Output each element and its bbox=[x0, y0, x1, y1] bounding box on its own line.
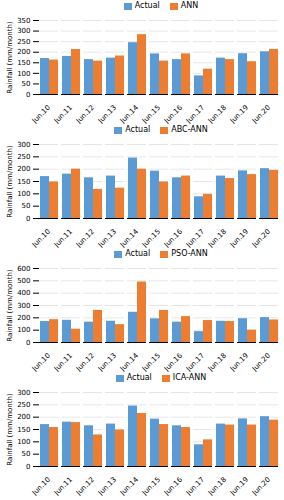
html-text:ANN: ANN bbox=[180, 1, 199, 10]
svg-text:300: 300 bbox=[17, 27, 30, 35]
svg-text:100: 100 bbox=[17, 438, 30, 446]
svg-text:Jun.12: Jun.12 bbox=[74, 476, 96, 496]
svg-text:Jun.18: Jun.18 bbox=[206, 476, 228, 496]
svg-text:200: 200 bbox=[17, 413, 30, 421]
svg-text:100: 100 bbox=[17, 190, 30, 198]
svg-text:Jun.10: Jun.10 bbox=[30, 228, 52, 248]
svg-text:Jun.14: Jun.14 bbox=[118, 351, 140, 372]
svg-text:Jun.15: Jun.15 bbox=[140, 228, 162, 248]
svg-text:Jun.20: Jun.20 bbox=[250, 104, 272, 124]
svg-text:Jun.20: Jun.20 bbox=[250, 476, 272, 496]
svg-text:300: 300 bbox=[17, 389, 30, 397]
svg-text:Rainfall (mm/month): Rainfall (mm/month) bbox=[6, 145, 14, 218]
svg-text:Jun.14: Jun.14 bbox=[118, 227, 140, 248]
svg-text:300: 300 bbox=[17, 302, 30, 310]
svg-text:Jun.17: Jun.17 bbox=[184, 228, 206, 248]
svg-text:Jun.13: Jun.13 bbox=[96, 228, 118, 248]
svg-text:Jun.14: Jun.14 bbox=[118, 475, 140, 496]
svg-text:Jun.10: Jun.10 bbox=[30, 476, 52, 496]
svg-text:Jun.15: Jun.15 bbox=[140, 476, 162, 496]
svg-text:Jun.12: Jun.12 bbox=[74, 352, 96, 372]
svg-text:Jun.14: Jun.14 bbox=[118, 103, 140, 124]
svg-text:Jun.11: Jun.11 bbox=[52, 476, 74, 496]
svg-text:400: 400 bbox=[17, 289, 30, 297]
svg-text:Jun.11: Jun.11 bbox=[52, 352, 74, 372]
svg-text:Jun.20: Jun.20 bbox=[250, 228, 272, 248]
svg-text:Jun.18: Jun.18 bbox=[206, 104, 228, 124]
svg-text:0: 0 bbox=[26, 215, 30, 223]
svg-text:Jun.19: Jun.19 bbox=[228, 104, 250, 124]
svg-text:600: 600 bbox=[17, 265, 30, 273]
svg-text:0: 0 bbox=[26, 463, 30, 471]
html-text:Actual: Actual bbox=[125, 125, 151, 134]
svg-text:0: 0 bbox=[26, 91, 30, 99]
svg-text:500: 500 bbox=[17, 277, 30, 285]
svg-text:Jun.13: Jun.13 bbox=[96, 104, 118, 124]
svg-text:Jun.19: Jun.19 bbox=[228, 228, 250, 248]
svg-text:Jun.17: Jun.17 bbox=[184, 104, 206, 124]
html-text:Actual: Actual bbox=[134, 1, 160, 10]
html-text:Actual: Actual bbox=[126, 373, 152, 382]
svg-text:50: 50 bbox=[22, 80, 31, 88]
svg-text:350: 350 bbox=[17, 17, 30, 25]
svg-text:200: 200 bbox=[17, 48, 30, 56]
html-text:Actual: Actual bbox=[125, 249, 151, 258]
svg-text:Jun.10: Jun.10 bbox=[30, 352, 52, 372]
svg-text:0: 0 bbox=[26, 339, 30, 347]
svg-text:Jun.15: Jun.15 bbox=[140, 352, 162, 372]
svg-text:Jun.17: Jun.17 bbox=[184, 352, 206, 372]
svg-text:Jun.12: Jun.12 bbox=[74, 104, 96, 124]
svg-text:Jun.10: Jun.10 bbox=[30, 104, 52, 124]
svg-text:Jun.11: Jun.11 bbox=[52, 228, 74, 248]
svg-text:250: 250 bbox=[17, 401, 30, 409]
svg-text:100: 100 bbox=[17, 326, 30, 334]
svg-text:Jun.16: Jun.16 bbox=[162, 351, 184, 372]
svg-text:Rainfall (mm/month): Rainfall (mm/month) bbox=[6, 269, 14, 342]
svg-text:Jun.15: Jun.15 bbox=[140, 104, 162, 124]
svg-text:Rainfall (mm/month): Rainfall (mm/month) bbox=[6, 393, 14, 466]
svg-text:50: 50 bbox=[22, 202, 31, 210]
svg-text:Jun.18: Jun.18 bbox=[206, 352, 228, 372]
svg-text:Rainfall (mm/month): Rainfall (mm/month) bbox=[6, 21, 14, 94]
svg-text:250: 250 bbox=[17, 153, 30, 161]
svg-text:Jun.20: Jun.20 bbox=[250, 352, 272, 372]
svg-text:Jun.11: Jun.11 bbox=[52, 104, 74, 124]
svg-text:Jun.17: Jun.17 bbox=[184, 476, 206, 496]
svg-text:150: 150 bbox=[17, 426, 30, 434]
svg-text:150: 150 bbox=[17, 59, 30, 67]
svg-text:Jun.16: Jun.16 bbox=[162, 227, 184, 248]
svg-text:Jun.13: Jun.13 bbox=[96, 352, 118, 372]
svg-text:200: 200 bbox=[17, 165, 30, 173]
svg-text:300: 300 bbox=[17, 141, 30, 149]
html-text:ABC-ANN: ABC-ANN bbox=[171, 125, 208, 134]
svg-text:Jun.19: Jun.19 bbox=[228, 476, 250, 496]
svg-text:Jun.18: Jun.18 bbox=[206, 228, 228, 248]
svg-text:Jun.12: Jun.12 bbox=[74, 228, 96, 248]
html-text:ICA-ANN: ICA-ANN bbox=[172, 373, 207, 382]
html-text:PSO-ANN: PSO-ANN bbox=[171, 249, 208, 258]
svg-text:Jun.16: Jun.16 bbox=[162, 103, 184, 124]
svg-text:100: 100 bbox=[17, 70, 30, 78]
svg-text:200: 200 bbox=[17, 314, 30, 322]
svg-text:Jun.19: Jun.19 bbox=[228, 352, 250, 372]
svg-text:50: 50 bbox=[22, 450, 31, 458]
svg-text:Jun.13: Jun.13 bbox=[96, 476, 118, 496]
svg-text:250: 250 bbox=[17, 38, 30, 46]
svg-text:150: 150 bbox=[17, 178, 30, 186]
svg-text:Jun.16: Jun.16 bbox=[162, 475, 184, 496]
